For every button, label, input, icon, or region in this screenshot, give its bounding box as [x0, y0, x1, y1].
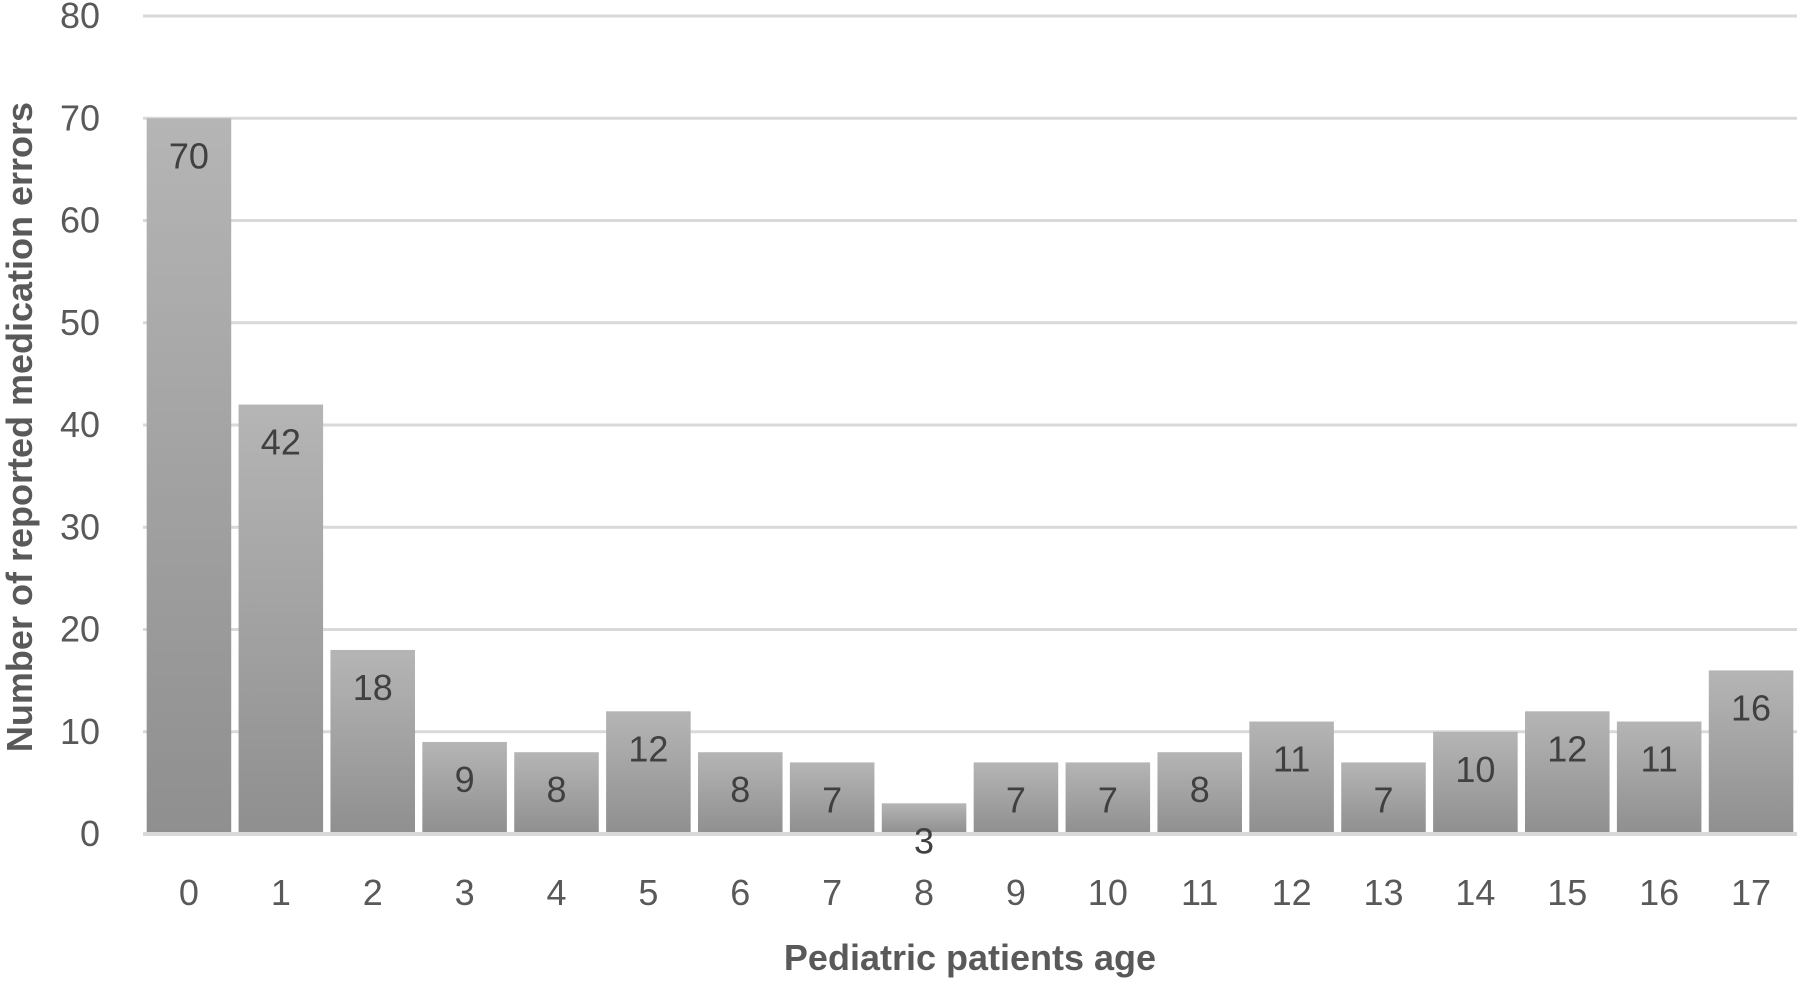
bar [881, 803, 967, 834]
x-axis-title: Pediatric patients age [784, 937, 1156, 978]
x-tick-label: 8 [914, 872, 934, 913]
bar [330, 649, 415, 834]
x-tick-label: 3 [455, 872, 475, 913]
data-label: 18 [353, 667, 393, 708]
data-label: 7 [1098, 779, 1118, 820]
y-axis-title: Number of reported medication errors [0, 102, 40, 752]
x-tick-label: 11 [1181, 872, 1218, 913]
data-label: 8 [546, 769, 566, 810]
x-tick-label: 9 [1006, 872, 1026, 913]
data-label: 11 [1640, 739, 1677, 780]
x-tick-label: 4 [546, 872, 566, 913]
bar [1525, 711, 1610, 834]
gridlines [143, 14, 1797, 734]
x-tick-label: 6 [730, 872, 750, 913]
x-tick-labels: 0 1 2 3 4 5 6 7 8 9 10 11 12 13 14 15 16 17 [179, 872, 1771, 913]
x-tick-label: 17 [1731, 872, 1771, 913]
data-label: 9 [455, 759, 475, 800]
y-tick-label: 50 [60, 302, 100, 343]
x-tick-label: 10 [1088, 872, 1128, 913]
data-label: 8 [1190, 769, 1210, 810]
x-tick-label: 0 [179, 872, 199, 913]
y-tick-label: 80 [60, 0, 100, 36]
x-tick-label: 13 [1363, 872, 1403, 913]
y-tick-label: 30 [60, 506, 100, 547]
x-tick-label: 14 [1455, 872, 1495, 913]
bar [238, 404, 324, 834]
bar [514, 752, 599, 834]
data-label: 70 [169, 135, 209, 176]
y-tick-label: 40 [60, 404, 100, 445]
bars [146, 118, 1794, 834]
bar [1616, 721, 1702, 834]
data-label: 8 [730, 769, 750, 810]
y-tick-label: 10 [60, 711, 100, 752]
bar [1341, 762, 1426, 834]
x-tick-label: 16 [1639, 872, 1679, 913]
bar [1708, 670, 1794, 834]
x-tick-label: 15 [1547, 872, 1587, 913]
x-tick-label: 7 [822, 872, 842, 913]
bar [698, 752, 783, 834]
y-tick-label: 70 [60, 97, 100, 138]
data-label: 12 [1547, 728, 1587, 769]
bar [1065, 762, 1151, 834]
x-tick-label: 1 [271, 872, 291, 913]
data-label: 12 [628, 728, 668, 769]
bar [973, 762, 1059, 834]
data-label: 16 [1731, 687, 1771, 728]
bar [146, 118, 232, 834]
y-tick-labels: 0 10 20 30 40 50 60 70 80 [60, 0, 100, 854]
data-label: 3 [914, 820, 934, 861]
data-label: 42 [261, 422, 301, 463]
x-tick-label: 2 [363, 872, 383, 913]
bar [789, 762, 875, 834]
y-tick-label: 20 [60, 609, 100, 650]
data-label: 11 [1273, 739, 1310, 780]
bar [606, 711, 691, 834]
x-tick-label: 12 [1272, 872, 1312, 913]
data-label: 7 [1006, 779, 1026, 820]
bar [1433, 731, 1518, 834]
bar [422, 741, 507, 834]
data-label: 10 [1455, 749, 1495, 790]
data-label: 7 [1373, 779, 1393, 820]
bar [1157, 752, 1242, 834]
data-labels: 70 42 18 9 8 12 8 7 3 7 7 8 11 7 10 12 11 16 [169, 135, 1771, 861]
y-tick-label: 60 [60, 200, 100, 241]
data-label: 7 [822, 779, 842, 820]
y-tick-label: 0 [80, 813, 100, 854]
bar [1249, 721, 1334, 834]
x-tick-label: 5 [638, 872, 658, 913]
